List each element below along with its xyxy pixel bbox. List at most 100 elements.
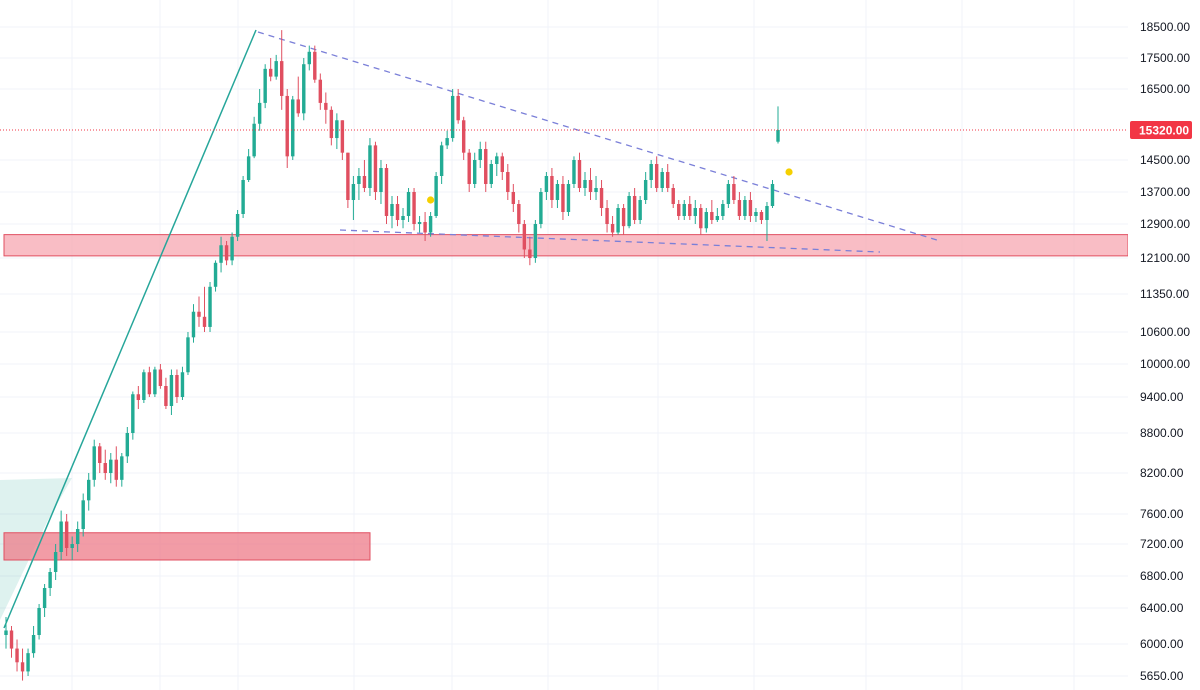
candle (561, 176, 565, 220)
candle-body (671, 188, 675, 204)
candle (461, 116, 466, 160)
candle (588, 168, 593, 200)
candle-body (9, 630, 14, 649)
candle-body (186, 337, 190, 373)
last-price-label: 15320.00 (1139, 124, 1189, 138)
candle-body (384, 168, 389, 216)
candle-body (776, 130, 780, 142)
candle-body (142, 372, 146, 400)
candle-body (699, 208, 703, 229)
grid (0, 0, 1128, 690)
resistance-zone-upper[interactable] (3, 234, 1128, 257)
candle (98, 443, 102, 473)
candle-body (291, 99, 295, 157)
candle-body (533, 224, 538, 258)
trendline-rising[interactable] (3, 29, 257, 629)
candle-body (147, 372, 152, 395)
candle-body (688, 204, 692, 216)
candle (660, 168, 664, 192)
candle-body (572, 160, 576, 184)
candle-body (379, 168, 383, 192)
candle (180, 366, 185, 400)
candle-body (721, 204, 725, 216)
candle (434, 172, 438, 218)
candle (682, 200, 686, 220)
candle-body (654, 164, 659, 188)
candle (230, 232, 234, 266)
candle-body (235, 214, 240, 237)
candle-body (594, 188, 598, 192)
candle-body (131, 394, 135, 433)
price-tick-label: 6800.00 (1140, 569, 1184, 583)
candle (737, 192, 742, 220)
candle-body (743, 200, 747, 216)
candle-body (15, 648, 19, 663)
price-tick-label: 11350.00 (1140, 287, 1189, 301)
candle-body (164, 386, 168, 406)
candle-body (230, 236, 234, 261)
candle-body (759, 212, 764, 220)
candle-body (666, 172, 670, 188)
candle-body (37, 608, 41, 635)
candle (153, 366, 157, 397)
candle (64, 514, 69, 556)
candle (533, 220, 538, 263)
candle (59, 510, 63, 560)
candle (147, 366, 152, 397)
candle (224, 241, 229, 266)
candle (9, 626, 14, 658)
candle (550, 168, 554, 208)
candle-body (274, 61, 278, 77)
price-tick-label: 8800.00 (1140, 426, 1184, 440)
candle-body (324, 102, 328, 110)
candle-body (544, 176, 549, 192)
candle (616, 204, 620, 235)
candle-body (87, 479, 91, 501)
candle (478, 141, 482, 168)
last-price-badge[interactable]: 15320.00 (1130, 121, 1192, 139)
candle-body (373, 145, 378, 192)
candle (511, 184, 516, 212)
candle (506, 164, 510, 200)
price-axis[interactable]: 18500.00 17500.00 16500.00 14500.00 13700.00… (1130, 20, 1192, 683)
candle (120, 453, 124, 487)
candle-body (693, 208, 697, 216)
candle-body (335, 120, 339, 139)
candle (379, 160, 383, 204)
candle (406, 188, 411, 222)
candle (75, 521, 80, 552)
price-tick-label: 6000.00 (1140, 637, 1184, 651)
price-tick-label: 17500.00 (1140, 51, 1190, 65)
candle (125, 427, 130, 463)
candle-body (224, 245, 229, 261)
candle-body (302, 64, 306, 114)
candle-body (621, 208, 626, 227)
candle (517, 200, 521, 233)
candle-body (263, 68, 267, 103)
candle-body (677, 204, 681, 216)
candle-body (158, 369, 163, 386)
trendline-lower[interactable] (339, 229, 881, 253)
candle-body (197, 311, 201, 317)
candle-body (605, 208, 609, 224)
trendline-descending[interactable] (257, 31, 941, 242)
price-tick-label: 13700.00 (1140, 185, 1190, 199)
candle-body (42, 588, 47, 608)
candle-body (257, 102, 262, 124)
price-tick-label: 9400.00 (1140, 390, 1184, 404)
candle-body (710, 212, 714, 220)
candle (20, 648, 25, 681)
candle-body (649, 164, 653, 180)
candle (362, 160, 367, 192)
candle (473, 152, 477, 188)
candle-body (500, 156, 504, 172)
candle-body (241, 180, 245, 214)
candle (605, 200, 609, 233)
candle-body (252, 123, 256, 157)
support-zone-lower[interactable] (3, 532, 371, 561)
candle (70, 536, 74, 560)
candle-body (395, 204, 400, 220)
candle (544, 172, 549, 200)
candle-body (346, 152, 350, 200)
